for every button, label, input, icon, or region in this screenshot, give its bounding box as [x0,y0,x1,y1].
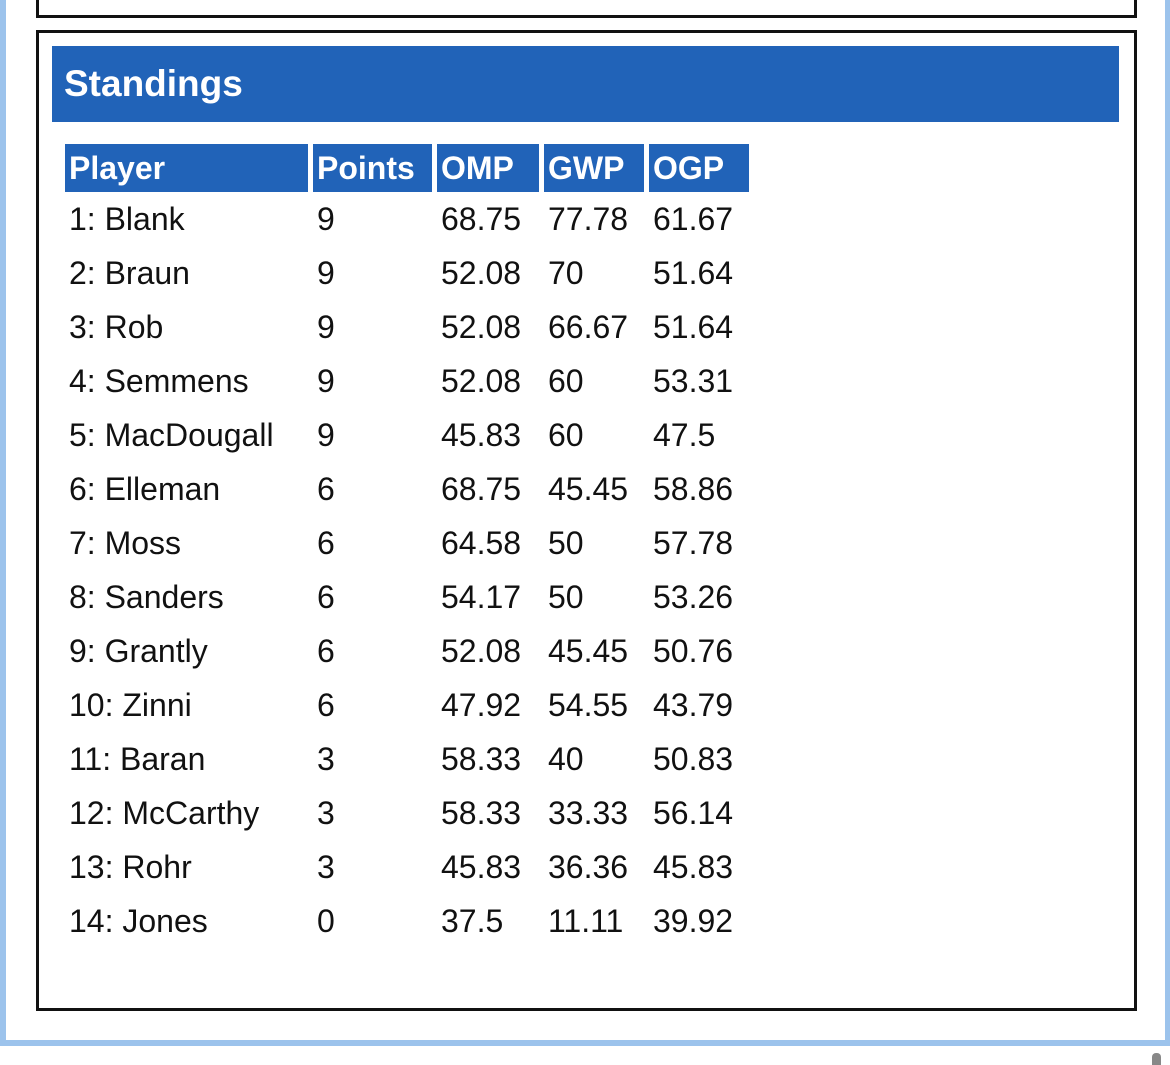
table-body: 1: Blank 9 68.75 77.78 61.67 2: Braun 9 52.08 70… [65,192,749,948]
cell-player: 7: Moss [69,525,182,561]
cell-points: 3 [317,741,335,777]
cell-gwp: 50 [548,525,584,561]
table-row: 1: Blank 9 68.75 77.78 61.67 [65,192,749,246]
cell-player: 3: Rob [69,309,164,345]
table-header-row: Player Points OMP GWP OGP [65,144,749,192]
column-header-gwp: GWP [544,144,644,192]
cell-omp: 52.08 [441,363,522,399]
cell-gwp: 11.11 [548,903,624,939]
cell-points: 6 [317,471,335,507]
cell-omp: 45.83 [441,417,522,453]
cell-ogp: 50.76 [653,633,734,669]
table-row: 3: Rob 9 52.08 66.67 51.64 [65,300,749,354]
cell-ogp: 43.79 [653,687,734,723]
cell-player: 14: Jones [69,903,208,939]
cell-ogp: 53.31 [653,363,734,399]
cell-gwp: 60 [548,417,584,453]
cell-gwp: 70 [548,255,584,291]
cell-ogp: 56.14 [653,795,734,831]
table-row: 2: Braun 9 52.08 70 51.64 [65,246,749,300]
cell-player: 13: Rohr [69,849,192,885]
cell-gwp: 50 [548,579,584,615]
table-row: 8: Sanders 6 54.17 50 53.26 [65,570,749,624]
cell-player: 5: MacDougall [69,417,274,453]
cell-omp: 45.83 [441,849,522,885]
table-row: 9: Grantly 6 52.08 45.45 50.76 [65,624,749,678]
cell-ogp: 39.92 [653,903,734,939]
cell-ogp: 50.83 [653,741,734,777]
cell-gwp: 77.78 [548,201,629,237]
cell-points: 6 [317,687,335,723]
cell-player: 8: Sanders [69,579,224,615]
column-header-omp: OMP [437,144,539,192]
standings-title: Standings [52,46,1119,122]
cell-omp: 54.17 [441,579,522,615]
cell-points: 9 [317,417,335,453]
cell-points: 3 [317,849,335,885]
column-header-ogp: OGP [649,144,749,192]
cell-gwp: 40 [548,741,584,777]
cell-gwp: 45.45 [548,633,629,669]
cell-ogp: 58.86 [653,471,734,507]
cell-ogp: 45.83 [653,849,734,885]
cell-ogp: 57.78 [653,525,734,561]
cell-points: 6 [317,579,335,615]
cell-ogp: 61.67 [653,201,734,237]
table-row: 13: Rohr 3 45.83 36.36 45.83 [65,840,749,894]
table-row: 10: Zinni 6 47.92 54.55 43.79 [65,678,749,732]
cell-ogp: 47.5 [653,417,716,453]
cell-omp: 52.08 [441,255,522,291]
cell-omp: 68.75 [441,471,522,507]
cell-points: 9 [317,309,335,345]
table-row: 6: Elleman 6 68.75 45.45 58.86 [65,462,749,516]
cell-ogp: 53.26 [653,579,734,615]
cell-points: 0 [317,903,335,939]
cell-omp: 68.75 [441,201,522,237]
cell-points: 6 [317,525,335,561]
cell-points: 6 [317,633,335,669]
table-row: 14: Jones 0 37.5 11.11 39.92 [65,894,749,948]
cell-points: 3 [317,795,335,831]
scrollbar[interactable] [1152,1053,1161,1065]
cell-player: 1: Blank [69,201,185,237]
cell-points: 9 [317,201,335,237]
table-row: 7: Moss 6 64.58 50 57.78 [65,516,749,570]
cell-gwp: 36.36 [548,849,629,885]
cell-gwp: 45.45 [548,471,629,507]
standings-panel: Standings Player Points OMP GWP OGP 1: Blank… [36,30,1137,1011]
cell-player: 12: McCarthy [69,795,260,831]
column-header-player: Player [65,144,308,192]
cell-player: 9: Grantly [69,633,208,669]
cell-player: 2: Braun [69,255,190,291]
cell-player: 4: Semmens [69,363,249,399]
cell-omp: 64.58 [441,525,522,561]
previous-panel [36,0,1137,18]
standings-table: Player Points OMP GWP OGP 1: Blank 9 68.75 77.7… [60,144,754,948]
cell-omp: 58.33 [441,795,522,831]
table-row: 11: Baran 3 58.33 40 50.83 [65,732,749,786]
cell-points: 9 [317,255,335,291]
cell-points: 9 [317,363,335,399]
cell-player: 10: Zinni [69,687,192,723]
table-row: 12: McCarthy 3 58.33 33.33 56.14 [65,786,749,840]
cell-ogp: 51.64 [653,255,734,291]
cell-ogp: 51.64 [653,309,734,345]
cell-gwp: 60 [548,363,584,399]
cell-player: 11: Baran [69,741,206,777]
cell-gwp: 54.55 [548,687,629,723]
column-header-points: Points [313,144,432,192]
cell-gwp: 33.33 [548,795,629,831]
cell-gwp: 66.67 [548,309,629,345]
cell-omp: 58.33 [441,741,522,777]
cell-player: 6: Elleman [69,471,221,507]
cell-omp: 47.92 [441,687,522,723]
cell-omp: 52.08 [441,309,522,345]
table-row: 5: MacDougall 9 45.83 60 47.5 [65,408,749,462]
cell-omp: 37.5 [441,903,504,939]
cell-omp: 52.08 [441,633,522,669]
table-row: 4: Semmens 9 52.08 60 53.31 [65,354,749,408]
